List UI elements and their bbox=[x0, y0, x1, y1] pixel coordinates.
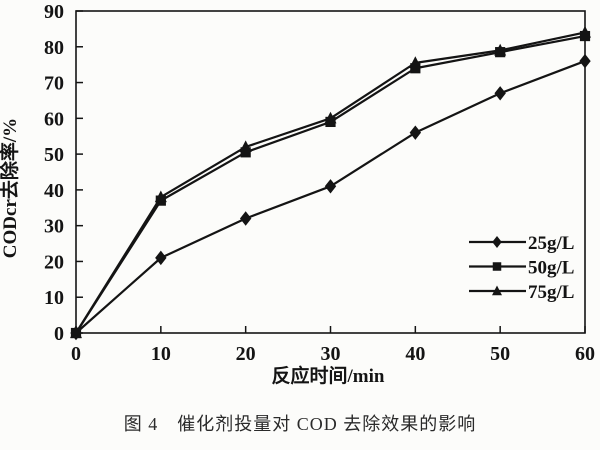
series-line-25g-L bbox=[75, 60, 586, 334]
legend-marker-diamond bbox=[492, 236, 502, 248]
data-point-marker bbox=[410, 63, 421, 74]
legend-label: 50g/L bbox=[528, 258, 574, 279]
x-axis-title: 反应时间/min bbox=[272, 364, 385, 387]
data-point-marker bbox=[409, 56, 422, 68]
y-tick-label: 20 bbox=[44, 251, 64, 273]
x-tick-label: 40 bbox=[405, 343, 425, 365]
y-tick-label: 60 bbox=[44, 108, 64, 130]
data-point-marker bbox=[579, 25, 591, 38]
x-tick-label: 30 bbox=[321, 343, 341, 365]
x-tick-label: 60 bbox=[575, 343, 595, 365]
y-axis-title: CODcr去除率/% bbox=[0, 118, 21, 258]
data-point-marker bbox=[494, 43, 507, 56]
y-tick-label: 40 bbox=[44, 180, 64, 202]
y-tick-label: 70 bbox=[44, 73, 64, 95]
line-chart: 0 10 20 30 40 50 60 70 80 90 0 10 20 30 40 50 60 25g/L 50g… bbox=[0, 1, 595, 387]
y-tick-label: 80 bbox=[44, 37, 64, 59]
data-point-marker bbox=[239, 140, 252, 153]
data-point-marker bbox=[240, 147, 251, 158]
chart-generated-content: 0 10 20 30 40 50 60 70 80 90 0 10 20 30 40 50 60 25g/L 50g… bbox=[44, 1, 595, 365]
data-point-marker bbox=[239, 211, 252, 226]
x-tick-label: 20 bbox=[236, 343, 256, 365]
x-tick-label: 10 bbox=[151, 343, 171, 365]
plot-frame bbox=[75, 10, 586, 334]
data-point-marker bbox=[70, 326, 82, 339]
legend-label: 25g/L bbox=[528, 233, 574, 254]
x-tick-label: 50 bbox=[490, 343, 510, 365]
y-tick-label: 0 bbox=[54, 323, 64, 345]
legend-marker-triangle bbox=[492, 285, 502, 296]
x-tick-label: 0 bbox=[71, 343, 81, 365]
y-tick-label: 50 bbox=[44, 144, 64, 166]
figure-caption: 图 4 催化剂投量对 COD 去除效果的影响 bbox=[123, 414, 477, 434]
data-point-marker bbox=[324, 111, 337, 124]
y-tick-label: 30 bbox=[44, 216, 64, 238]
y-tick-label: 90 bbox=[44, 1, 64, 23]
y-tick-label: 10 bbox=[44, 287, 64, 309]
data-point-marker bbox=[409, 125, 422, 140]
data-point-marker bbox=[494, 86, 506, 101]
legend-label: 75g/L bbox=[528, 282, 574, 303]
legend-marker-square bbox=[492, 262, 502, 271]
data-point-marker bbox=[579, 53, 591, 69]
data-point-marker bbox=[155, 250, 167, 266]
data-point-marker bbox=[324, 179, 337, 194]
data-point-marker bbox=[154, 190, 167, 203]
